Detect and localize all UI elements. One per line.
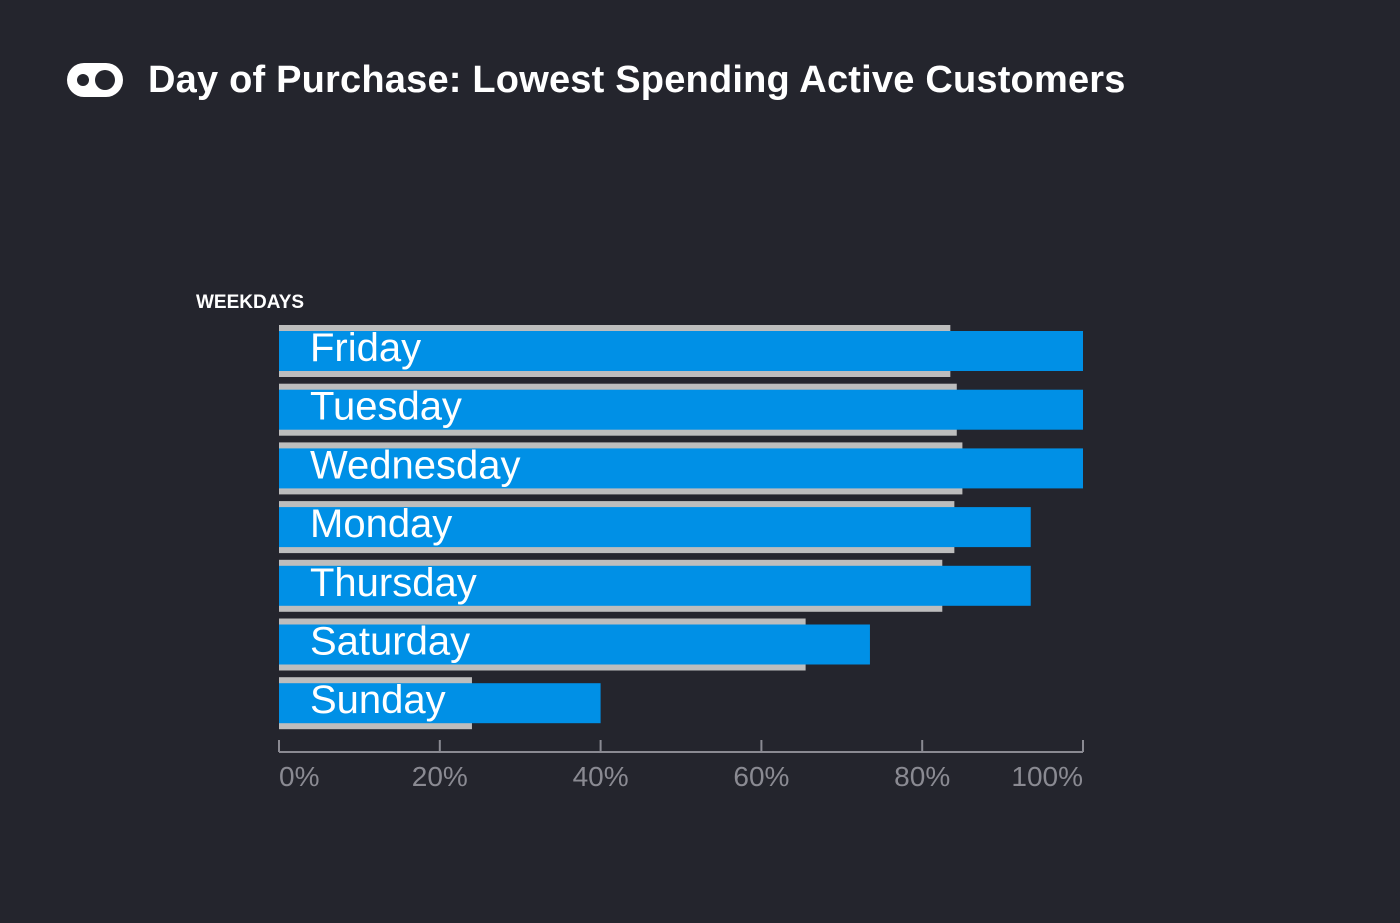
header: Day of Purchase: Lowest Spending Active … <box>66 54 1126 106</box>
category-label-thursday: Thursday <box>310 561 477 605</box>
x-tick-label: 80% <box>894 761 950 792</box>
category-label-wednesday: Wednesday <box>310 443 521 487</box>
primary-bar-sunday <box>279 683 601 724</box>
category-label-tuesday: Tuesday <box>310 385 462 429</box>
x-tick-label: 60% <box>733 761 789 792</box>
primary-bar-saturday <box>279 624 870 665</box>
category-label-saturday: Saturday <box>310 620 470 664</box>
page-title: Day of Purchase: Lowest Spending Active … <box>148 58 1126 101</box>
x-axis: 0% 20% 40% 60% 80% 100% <box>278 740 1084 792</box>
primary-bar-friday <box>279 331 1083 371</box>
x-tick-label: 0% <box>279 761 319 792</box>
y-axis-label: WEEKDAYS <box>196 292 304 313</box>
category-label-friday: Friday <box>310 326 421 370</box>
category-label-monday: Monday <box>310 502 452 546</box>
category-label-sunday: Sunday <box>310 678 446 722</box>
primary-bar-wednesday <box>279 448 1083 489</box>
primary-bar-tuesday <box>279 389 1083 430</box>
primary-bar-thursday <box>279 565 1031 606</box>
x-tick-label: 100% <box>1011 761 1083 792</box>
logo-icon <box>66 61 124 99</box>
bars-layer: Friday Tuesday Wednesday Monday Thursday Satu… <box>279 325 1083 730</box>
x-tick-label: 40% <box>573 761 629 792</box>
x-tick-label: 20% <box>412 761 468 792</box>
primary-bar-monday <box>279 507 1031 548</box>
